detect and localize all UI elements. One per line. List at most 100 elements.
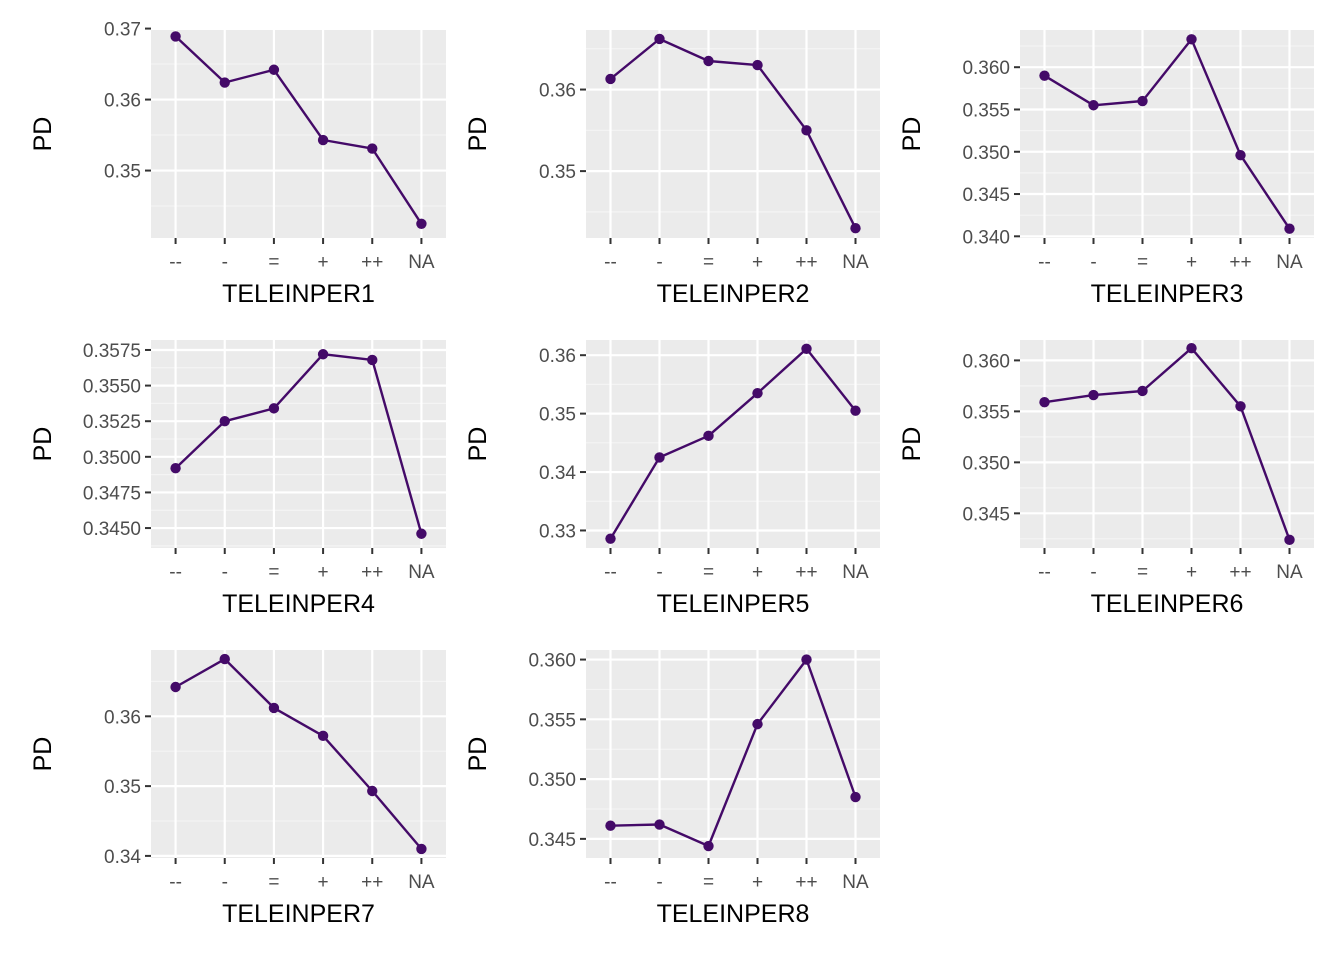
x-axis-title: TELEINPER8 [657, 900, 810, 928]
y-tick-label: 0.355 [962, 100, 1010, 121]
series-line [609, 347, 857, 540]
y-axis-title: PD [29, 427, 57, 462]
panel-background [151, 340, 446, 548]
data-point [1137, 385, 1148, 397]
data-point [416, 528, 427, 539]
data-point [752, 59, 763, 71]
panel-background [586, 650, 880, 858]
y-tick-label: 0.36 [539, 81, 576, 102]
x-tick-label: NA [1276, 252, 1303, 273]
y-tick-label: 0.37 [104, 20, 141, 41]
panel-background [151, 650, 446, 858]
data-point [605, 73, 616, 85]
x-tick-label: + [318, 252, 329, 273]
data-point [752, 387, 763, 399]
data-point [1039, 396, 1050, 408]
data-point [268, 403, 280, 414]
data-point [416, 218, 427, 230]
x-tick-label: -- [169, 562, 182, 583]
y-tick-label: 0.35 [104, 777, 141, 798]
y-axis-title: PD [898, 117, 926, 152]
x-tick-label: NA [408, 252, 435, 273]
x-tick-label: ++ [361, 562, 383, 583]
y-tick-label: 0.36 [104, 91, 141, 112]
x-tick-label: ++ [795, 562, 817, 583]
y-tick-label: 0.35 [104, 162, 141, 183]
data-point [1235, 149, 1246, 161]
x-axis-title: TELEINPER1 [222, 280, 375, 308]
y-tick-label: 0.350 [528, 770, 576, 791]
x-tick-label: NA [408, 562, 435, 583]
series-line [609, 37, 857, 229]
y-tick-label: 0.350 [962, 143, 1010, 164]
x-tick-label: = [703, 872, 714, 893]
y-tick-label: 0.355 [962, 402, 1010, 423]
data-point [654, 452, 665, 463]
x-tick-label: NA [842, 872, 869, 893]
data-point [317, 730, 329, 742]
x-tick-label: - [1090, 252, 1096, 273]
x-tick-label: -- [1038, 252, 1051, 273]
x-tick-label: - [656, 562, 662, 583]
data-point [1284, 223, 1295, 234]
y-tick-label: 0.355 [528, 710, 576, 731]
data-point [850, 223, 861, 234]
y-tick-label: 0.36 [539, 346, 576, 367]
data-point [317, 134, 329, 146]
data-point [605, 533, 616, 544]
y-tick-label: 0.360 [962, 58, 1010, 79]
y-tick-label: 0.340 [962, 227, 1010, 248]
x-tick-label: + [318, 562, 329, 583]
x-tick-label: = [268, 252, 279, 273]
y-tick-label: 0.3450 [83, 519, 141, 540]
x-tick-label: -- [604, 872, 617, 893]
x-tick-label: + [318, 872, 329, 893]
data-point [367, 354, 378, 366]
y-tick-label: 0.345 [962, 504, 1010, 525]
y-tick-label: 0.3550 [83, 377, 141, 398]
data-point [317, 349, 329, 360]
data-point [1235, 401, 1246, 412]
data-point [170, 463, 181, 474]
panel-background [586, 340, 880, 548]
x-tick-label: + [752, 562, 763, 583]
y-tick-label: 0.345 [962, 185, 1010, 206]
data-point [850, 791, 861, 803]
data-point [654, 819, 665, 830]
x-axis-title: TELEINPER7 [222, 900, 375, 928]
data-point [703, 55, 714, 67]
x-tick-label: ++ [795, 872, 817, 893]
data-point [850, 405, 861, 416]
x-tick-label: ++ [361, 252, 383, 273]
y-tick-label: 0.33 [539, 521, 576, 542]
x-tick-label: -- [169, 872, 182, 893]
x-tick-label: -- [1038, 562, 1051, 583]
data-point [416, 843, 427, 855]
data-point [703, 840, 714, 852]
y-tick-label: 0.3525 [83, 412, 141, 433]
data-point [801, 125, 812, 136]
series-line [1043, 38, 1291, 230]
panel-background [1020, 30, 1314, 238]
y-tick-label: 0.350 [962, 453, 1010, 474]
x-tick-label: ++ [795, 252, 817, 273]
y-axis-title: PD [898, 427, 926, 462]
x-tick-label: + [1186, 562, 1197, 583]
panel-background [586, 30, 880, 238]
data-point [367, 143, 378, 154]
x-tick-label: + [752, 872, 763, 893]
x-tick-label: = [268, 562, 279, 583]
data-point [1088, 389, 1099, 401]
y-axis-title: PD [464, 427, 492, 462]
x-tick-label: -- [604, 562, 617, 583]
x-tick-label: + [1186, 252, 1197, 273]
y-tick-label: 0.34 [104, 847, 141, 868]
data-point [1186, 34, 1197, 45]
series-line [175, 657, 423, 850]
x-axis-title: TELEINPER5 [657, 590, 810, 618]
x-tick-label: - [1090, 562, 1096, 583]
x-axis-title: TELEINPER4 [222, 590, 375, 618]
